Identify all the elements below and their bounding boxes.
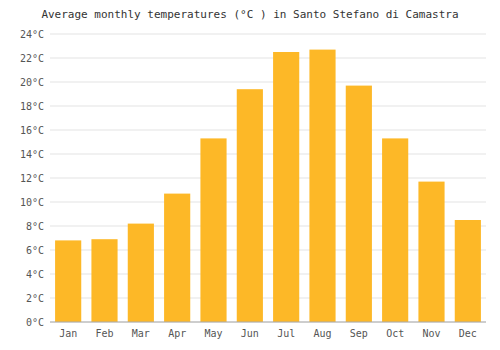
x-tick-label: Jul bbox=[277, 328, 295, 339]
y-tick-label: 10°C bbox=[20, 197, 44, 208]
x-tick-label: Sep bbox=[350, 328, 368, 339]
y-tick-label: 6°C bbox=[26, 245, 44, 256]
y-tick-label: 22°C bbox=[20, 53, 44, 64]
y-tick-label: 16°C bbox=[20, 125, 44, 136]
x-tick-label: Jun bbox=[241, 328, 259, 339]
grid-line bbox=[50, 106, 486, 107]
bar bbox=[237, 89, 263, 322]
x-tick-label: Dec bbox=[459, 328, 477, 339]
x-tick-label: Nov bbox=[422, 328, 440, 339]
grid-line bbox=[50, 58, 486, 59]
y-tick-label: 20°C bbox=[20, 77, 44, 88]
grid-line bbox=[50, 154, 486, 155]
x-axis-line bbox=[50, 322, 486, 323]
grid-line bbox=[50, 178, 486, 179]
x-tick-label: Oct bbox=[386, 328, 404, 339]
page: {"chart_data": {"type": "bar", "title": … bbox=[0, 0, 500, 350]
grid bbox=[50, 34, 486, 322]
x-tick-label: Mar bbox=[132, 328, 150, 339]
y-axis: 0°C 2°C 4°C 6°C 8°C 10°C 12°C 14°C 16°C 18°C 20°C 2… bbox=[20, 29, 44, 328]
bar bbox=[455, 220, 481, 322]
bar bbox=[273, 52, 299, 322]
x-tick-label: May bbox=[204, 328, 222, 339]
bar bbox=[164, 194, 190, 322]
bar bbox=[55, 240, 81, 322]
x-axis: Jan Feb Mar Apr May Jun Jul Aug Sep Oct Nov Dec bbox=[50, 322, 486, 339]
grid-line bbox=[50, 322, 486, 323]
y-tick-label: 24°C bbox=[20, 29, 44, 40]
x-tick-label: Apr bbox=[168, 328, 186, 339]
x-tick-label: Aug bbox=[313, 328, 331, 339]
bars bbox=[55, 50, 481, 322]
bar bbox=[346, 86, 372, 322]
bar bbox=[91, 239, 117, 322]
y-tick-label: 0°C bbox=[26, 317, 44, 328]
title: Average monthly temperatures (°C ) in Sa… bbox=[41, 8, 458, 21]
y-tick-label: 14°C bbox=[20, 149, 44, 160]
y-tick-label: 4°C bbox=[26, 269, 44, 280]
bar bbox=[418, 182, 444, 322]
y-tick-label: 2°C bbox=[26, 293, 44, 304]
grid-line bbox=[50, 82, 486, 83]
bar bbox=[128, 224, 154, 322]
y-tick-label: 18°C bbox=[20, 101, 44, 112]
bar bbox=[200, 138, 226, 322]
y-tick-label: 8°C bbox=[26, 221, 44, 232]
x-tick-label: Feb bbox=[95, 328, 113, 339]
bar bbox=[309, 50, 335, 322]
grid-line bbox=[50, 34, 486, 35]
grid-line bbox=[50, 130, 486, 131]
bar bbox=[382, 138, 408, 322]
y-tick-label: 12°C bbox=[20, 173, 44, 184]
x-tick-label: Jan bbox=[59, 328, 77, 339]
chart: Average monthly temperatures (°C ) in Sa… bbox=[0, 0, 500, 350]
